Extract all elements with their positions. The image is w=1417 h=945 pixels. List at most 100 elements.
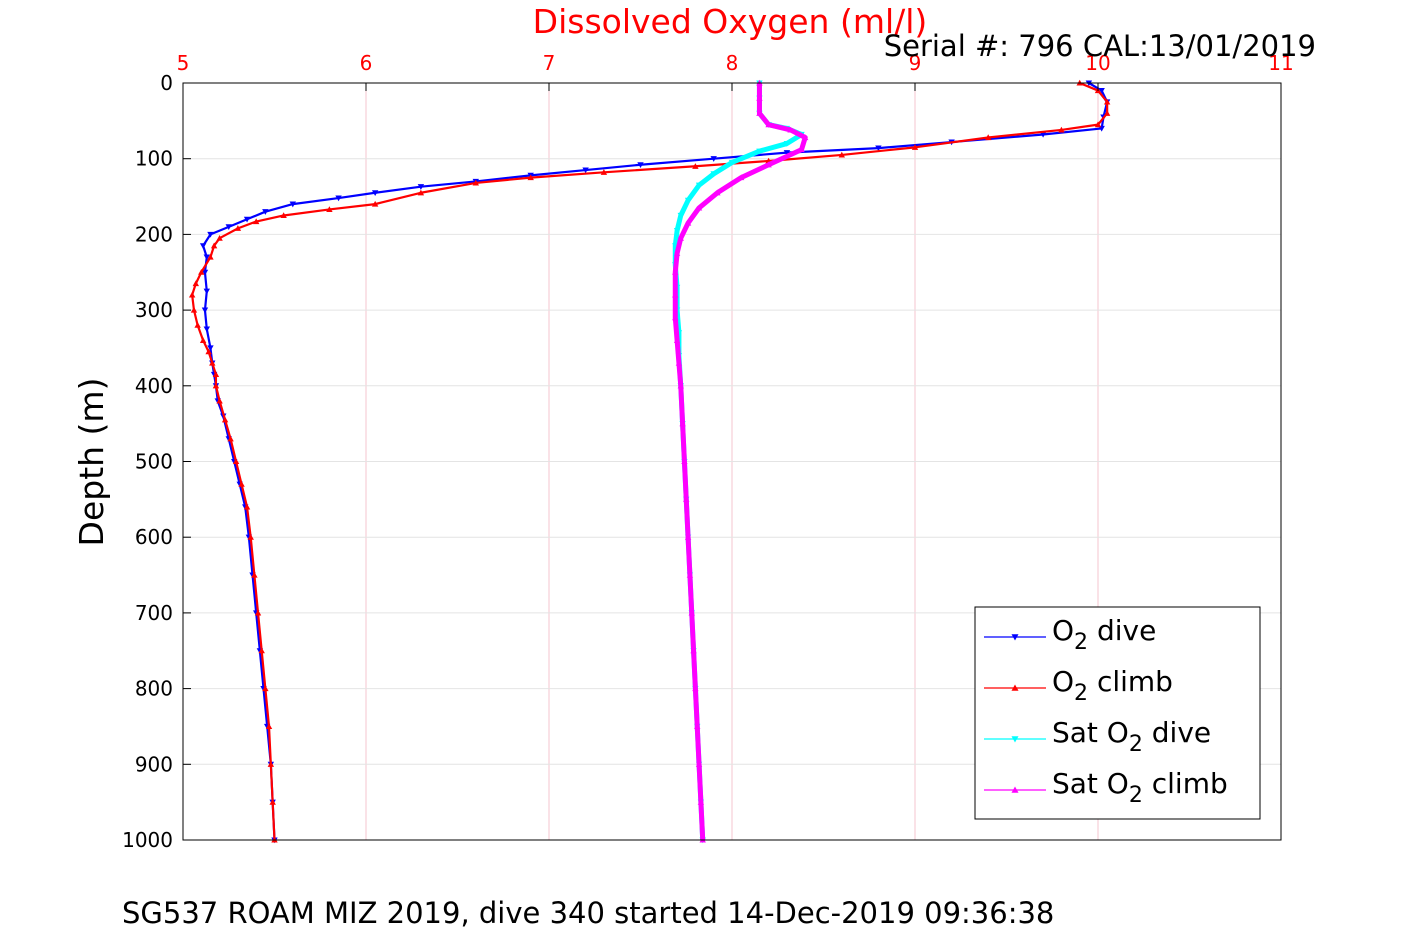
data-point: [247, 534, 254, 540]
data-point: [677, 212, 684, 219]
data-point: [194, 322, 201, 328]
data-point: [695, 182, 703, 189]
x-tick-label: 9: [909, 51, 922, 75]
data-point: [1103, 98, 1111, 105]
y-tick-label: 0: [160, 71, 173, 95]
data-point: [205, 348, 212, 355]
data-point: [201, 307, 209, 314]
data-point: [225, 224, 232, 231]
data-point: [985, 134, 992, 141]
legend-box: [974, 606, 1261, 820]
data-point: [684, 219, 692, 226]
data-point: [756, 110, 763, 116]
y-tick-label: 600: [135, 525, 173, 549]
data-point: [216, 397, 223, 404]
data-point: [1039, 131, 1047, 138]
data-point: [234, 225, 242, 231]
data-point: [582, 167, 589, 174]
y-tick-label: 200: [135, 222, 173, 246]
data-point: [238, 481, 245, 487]
legend-swatch-marker: [1011, 634, 1019, 641]
x-tick-labels: 5 6 7 8 9 10 11: [177, 51, 1294, 91]
y-tick-label: 400: [135, 374, 173, 398]
data-point: [714, 189, 721, 196]
data-point: [207, 253, 214, 260]
data-point: [265, 723, 273, 730]
data-point: [783, 150, 791, 156]
y-tick-label: 700: [135, 601, 173, 625]
data-point: [798, 146, 805, 153]
data-point: [527, 174, 534, 181]
data-point: [673, 250, 681, 256]
series-line: [191, 81, 1109, 841]
data-point: [188, 291, 196, 298]
data-point: [838, 151, 845, 158]
x-tick-label: 6: [360, 51, 373, 75]
data-point: [728, 159, 736, 166]
x-tick-label: 10: [1085, 51, 1110, 75]
data-point: [243, 216, 251, 223]
data-point: [201, 269, 209, 276]
data-point: [198, 269, 205, 275]
data-point: [802, 134, 809, 141]
data-point: [756, 148, 763, 155]
data-series: [188, 79, 1111, 844]
data-point: [783, 141, 791, 147]
data-point: [267, 761, 275, 767]
y-tick-labels: 0 100 200 300 400 500 600 700 800 900 1000: [122, 71, 191, 852]
data-point: [212, 382, 220, 389]
data-point: [875, 145, 882, 152]
data-point: [672, 269, 679, 275]
data-point: [686, 571, 694, 578]
data-point: [692, 163, 699, 169]
data-point: [227, 435, 234, 442]
y-axis-label: Depth (m): [72, 378, 111, 547]
x-tick-label: 11: [1268, 51, 1293, 75]
data-point: [1094, 121, 1102, 128]
legend-swatch-marker: [1011, 684, 1019, 691]
data-point: [677, 382, 684, 389]
data-point: [371, 190, 379, 196]
data-point: [251, 571, 258, 578]
legend-label: O2 dive: [1052, 614, 1156, 655]
data-point: [677, 234, 684, 241]
data-point: [335, 195, 342, 202]
data-point: [695, 204, 703, 211]
x-tick-label: 8: [726, 51, 739, 75]
y-tick-label: 1000: [122, 828, 173, 852]
data-point: [1103, 110, 1111, 116]
data-point: [684, 197, 692, 204]
data-point: [697, 798, 705, 805]
data-point: [371, 200, 379, 207]
data-point: [1098, 125, 1105, 132]
data-point: [210, 242, 218, 249]
data-point: [692, 685, 699, 692]
y-tick-label: 300: [135, 298, 173, 322]
legend: O2 dive O2 climb Sat O2 dive Sat O2 climb: [974, 606, 1261, 820]
data-point: [756, 94, 763, 101]
data-point: [695, 761, 703, 767]
legend-swatch-marker: [1011, 736, 1019, 743]
data-point: [258, 647, 265, 654]
data-point: [672, 314, 679, 321]
data-point: [1058, 126, 1065, 133]
data-point: [269, 798, 276, 805]
data-point: [675, 359, 683, 366]
series-1: [188, 79, 1111, 843]
y-tick-label: 100: [135, 147, 173, 171]
data-point: [681, 458, 688, 465]
data-point: [216, 234, 223, 241]
y-tick-label: 900: [135, 752, 173, 776]
data-point: [679, 420, 686, 427]
data-point: [207, 231, 214, 238]
chart-title: Dissolved Oxygen (ml/l): [533, 2, 928, 41]
data-point: [1098, 88, 1105, 94]
data-point: [694, 723, 701, 730]
data-point: [199, 337, 207, 343]
data-point: [600, 169, 608, 175]
legend-swatch-marker: [1011, 786, 1019, 793]
data-point: [190, 306, 198, 313]
data-point: [690, 647, 697, 654]
data-point: [262, 209, 269, 215]
data-point: [765, 121, 772, 128]
